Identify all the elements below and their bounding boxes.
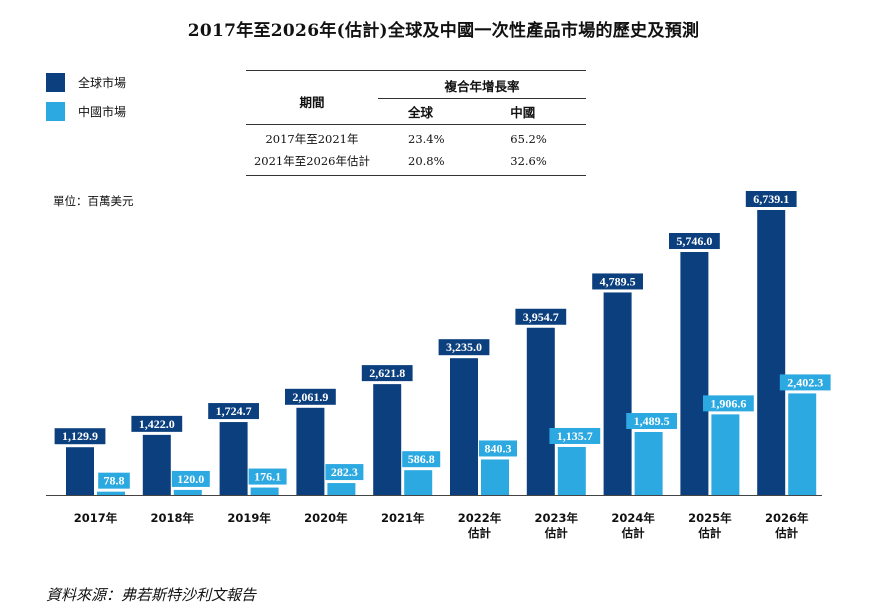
legend-swatch-global (46, 72, 65, 92)
bar-global (757, 210, 786, 495)
data-label-box-global (515, 308, 567, 325)
bar-china (634, 432, 663, 495)
cagr-col-global: 全球 (378, 98, 489, 125)
data-label-box-global (438, 339, 490, 356)
data-label-box-china (479, 440, 517, 457)
x-tick-label: 2023年 (535, 511, 579, 525)
data-label-china: 1,906.6 (710, 396, 746, 410)
x-tick-label: 估計 (467, 526, 491, 540)
data-label-box-global (669, 232, 720, 249)
data-label-china: 176.1 (254, 470, 281, 484)
bar-global (450, 358, 478, 495)
data-label-box-global (285, 388, 336, 405)
legend-item-china: 中國市場 (46, 101, 126, 121)
legend-label-china: 中國市場 (78, 104, 127, 119)
data-label-global: 3,235.0 (446, 340, 482, 354)
cagr-group-header: 複合年增長率 (378, 70, 586, 99)
unit-label: 單位：百萬美元 (53, 194, 134, 208)
bar-china (481, 459, 509, 495)
cagr-row: 2021年至2026年估計 20.8% 32.6% (246, 150, 586, 176)
data-label-box-china (779, 374, 831, 391)
data-label-china: 586.8 (408, 452, 435, 466)
cagr-china-value: 65.2% (510, 132, 547, 146)
data-label-china: 840.3 (485, 441, 512, 455)
x-tick-label: 估計 (544, 526, 568, 540)
data-label-global: 1,422.0 (139, 417, 175, 431)
data-label-box-global (361, 365, 413, 382)
data-label-china: 282.3 (331, 465, 358, 479)
bar-global (373, 384, 402, 495)
bar-global (296, 407, 325, 495)
bar-global (603, 292, 632, 495)
legend-item-global: 全球市場 (46, 72, 126, 92)
bar-global (219, 422, 248, 495)
data-label-global: 2,621.8 (369, 366, 405, 380)
bar-china (327, 483, 356, 495)
cagr-col-china: 中國 (488, 98, 586, 125)
data-label-box-global (745, 191, 797, 207)
legend-label-global: 全球市場 (78, 75, 127, 90)
bar-china (404, 470, 433, 495)
data-label-china: 78.8 (104, 474, 125, 488)
bar-china (711, 414, 740, 495)
data-label-global: 2,061.9 (292, 390, 328, 404)
bar-china (788, 393, 817, 495)
bar-china (557, 446, 586, 495)
data-label-global: 1,129.9 (62, 429, 98, 443)
x-tick-label: 2026年 (765, 511, 809, 525)
bar-global (66, 447, 94, 495)
data-label-box-china (626, 413, 677, 430)
data-label-box-china (703, 395, 754, 412)
data-label-box-china (171, 470, 210, 487)
cagr-table: 期間 複合年增長率 全球 中國 2017年至2021年 23.4% 65.2% … (246, 70, 586, 176)
data-label-box-china (325, 464, 364, 481)
cagr-period: 2021年至2026年估計 (246, 150, 378, 176)
cagr-row: 2017年至2021年 23.4% 65.2% (246, 125, 586, 151)
cagr-period-header: 期間 (246, 70, 378, 125)
legend-swatch-china (46, 101, 65, 121)
data-label-china: 1,135.7 (557, 429, 593, 443)
x-tick-label: 估計 (621, 526, 645, 540)
cagr-period: 2017年至2021年 (265, 132, 359, 146)
cagr-global-value: 23.4% (408, 132, 445, 146)
data-label-box-global (54, 428, 106, 445)
data-label-global: 5,746.0 (676, 234, 712, 248)
x-tick-label: 2020年 (304, 511, 348, 525)
data-label-box-global (592, 273, 643, 290)
x-tick-label: 2022年 (458, 511, 502, 525)
data-label-box-china (402, 451, 441, 468)
data-label-china: 1,489.5 (634, 414, 670, 428)
data-label-global: 3,954.7 (523, 310, 559, 324)
chart-title: 2017年至2026年(估計)全球及中國一次性產品市場的歷史及預測 (187, 21, 700, 41)
x-tick-label: 2021年 (381, 511, 425, 525)
bar-global (142, 434, 171, 495)
data-label-global: 4,789.5 (600, 274, 636, 288)
data-label-box-china (98, 472, 130, 489)
data-label-box-china (248, 468, 287, 485)
bar-china (173, 489, 202, 495)
data-label-box-china (549, 427, 601, 444)
source-note: 資料來源：弗若斯特沙利文報告 (46, 586, 257, 604)
bar-global (680, 251, 709, 495)
legend: 全球市場 中國市場 (46, 72, 126, 130)
x-tick-label: 2018年 (151, 511, 195, 525)
x-tick-label: 2024年 (611, 511, 655, 525)
x-tick-label: 估計 (697, 526, 721, 540)
x-tick-label: 2025年 (688, 511, 732, 525)
bar-china (97, 491, 125, 495)
data-label-global: 1,724.7 (216, 404, 252, 418)
data-label-box-global (208, 403, 259, 420)
data-label-china: 2,402.3 (787, 375, 823, 389)
bar-global (526, 327, 555, 495)
bar-china (250, 487, 279, 495)
cagr-china-value: 32.6% (488, 150, 586, 176)
data-label-box-global (131, 415, 183, 432)
x-tick-label: 估計 (774, 526, 798, 540)
data-label-global: 6,739.1 (753, 192, 789, 206)
cagr-global-value: 20.8% (378, 150, 489, 176)
data-label-china: 120.0 (177, 472, 204, 486)
x-tick-label: 2017年 (74, 511, 118, 525)
x-tick-label: 2019年 (227, 511, 271, 525)
